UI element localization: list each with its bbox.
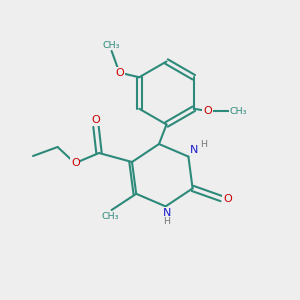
Text: O: O xyxy=(203,106,212,116)
Text: H: H xyxy=(164,218,171,226)
Text: O: O xyxy=(115,68,124,78)
Text: H: H xyxy=(200,140,207,149)
Text: CH₃: CH₃ xyxy=(101,212,119,221)
Text: O: O xyxy=(92,115,100,125)
Text: N: N xyxy=(190,145,198,155)
Text: CH₃: CH₃ xyxy=(230,106,247,116)
Text: O: O xyxy=(223,194,232,204)
Text: O: O xyxy=(71,158,80,168)
Text: N: N xyxy=(163,208,171,218)
Text: CH₃: CH₃ xyxy=(103,40,120,50)
